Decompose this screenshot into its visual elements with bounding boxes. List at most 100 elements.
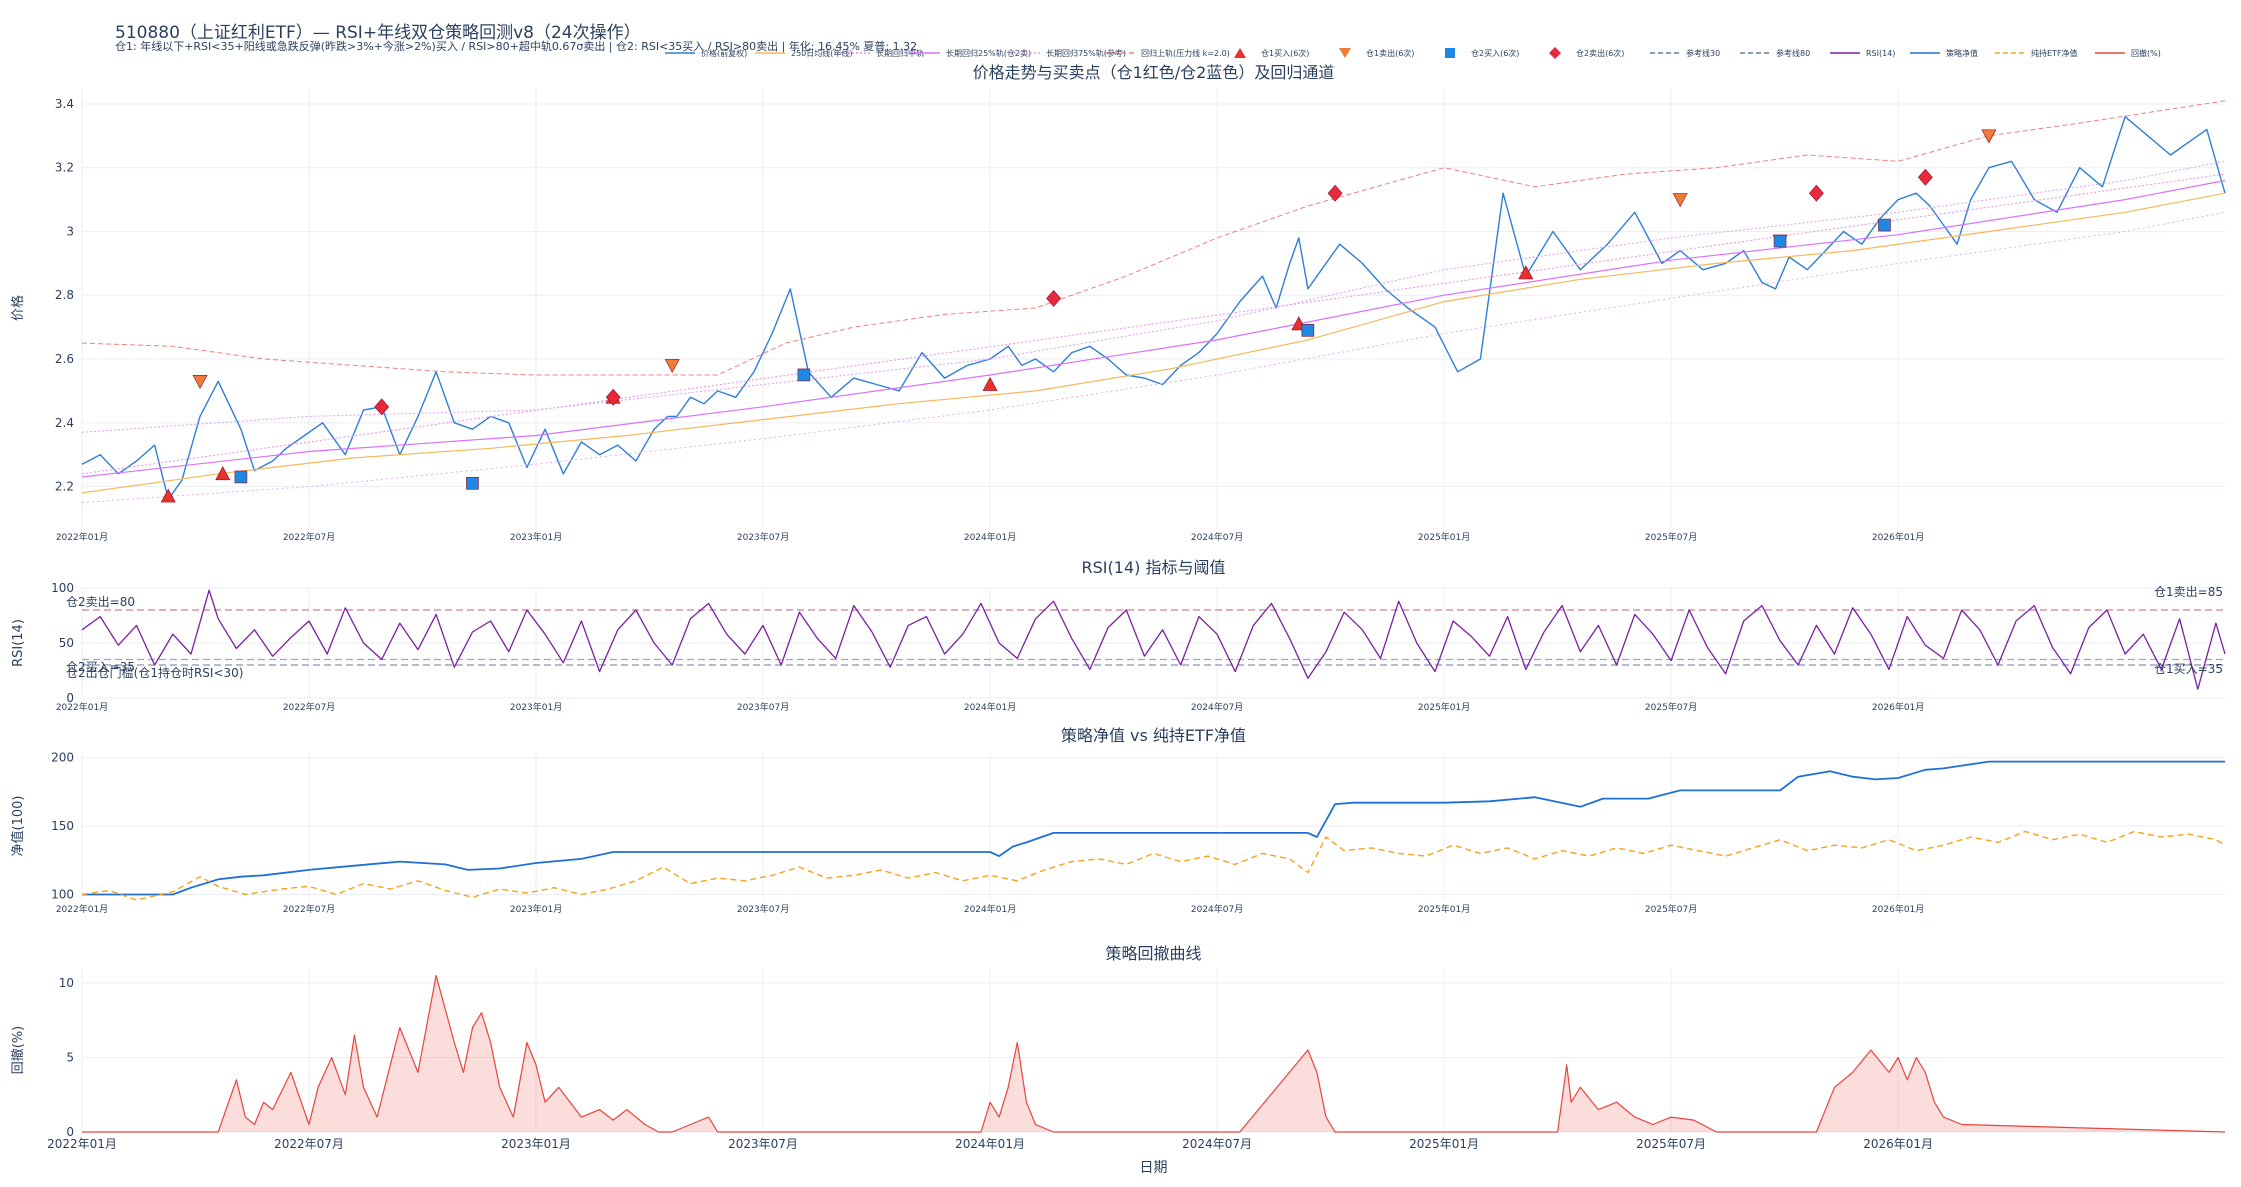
- legend-item[interactable]: 回撤(%): [2095, 45, 2161, 61]
- legend-item[interactable]: 长期回归75%轨(参考): [1010, 45, 1126, 61]
- series-line: [81, 115, 2226, 500]
- x-tick-label: 2024年01月: [964, 531, 1016, 543]
- legend-label: 回撤(%): [2131, 48, 2161, 58]
- panel-2: RSI(14) 指标与阈值 0 50 100 2022年01月 2022年07月 2023年…: [11, 558, 2226, 713]
- annotation: 仓2卖出=80: [66, 595, 135, 609]
- legend-item[interactable]: 长期回归25%轨(仓2卖): [910, 45, 1031, 61]
- trade-marker: [1046, 289, 1062, 307]
- y-axis-label: RSI(14): [11, 619, 26, 667]
- y-axis-label: 回撤(%): [10, 1026, 26, 1075]
- trade-marker: [1672, 193, 1688, 208]
- x-tick-label: 2022年07月: [283, 903, 335, 915]
- y-tick-label: 200: [51, 750, 74, 764]
- x-tick-label: 2022年01月: [56, 701, 108, 713]
- legend-item[interactable]: 250日均线(年线): [755, 45, 853, 61]
- y-tick-label: 2.4: [55, 416, 74, 430]
- trade-marker: [234, 470, 248, 484]
- series-line: [81, 589, 2226, 690]
- legend-swatch-icon: [1650, 52, 1680, 54]
- x-tick-label: 2026年01月: [1872, 701, 1924, 713]
- legend-item[interactable]: 长期回归中轨: [840, 45, 924, 61]
- x-tick-label: 2022年07月: [274, 1137, 344, 1151]
- trade-marker: [982, 376, 998, 391]
- y-tick-label: 2.2: [55, 480, 74, 494]
- legend-item[interactable]: 仓1卖出(6次): [1330, 45, 1414, 61]
- chart-subtitle: 仓1: 年线以下+RSI<35+阳线或急跌反弹(昨跌>3%+今涨>2%)买入 /…: [115, 40, 918, 53]
- legend-item[interactable]: 回归上轨(压力线 k=2.0): [1105, 45, 1230, 61]
- y-tick-label: 3: [66, 224, 74, 238]
- x-tick-label: 2025年07月: [1645, 903, 1697, 915]
- trade-marker: [1327, 184, 1343, 202]
- legend-item[interactable]: 参考线80: [1740, 45, 1810, 61]
- y-tick-label: 150: [51, 819, 74, 833]
- y-tick-label: 100: [51, 888, 74, 902]
- legend-label: 仓1卖出(6次): [1366, 48, 1415, 58]
- legend-label: 参考线30: [1686, 48, 1721, 58]
- trade-marker: [466, 477, 479, 490]
- drawdown-area: [82, 975, 2225, 1132]
- legend-label: 价格(前复权): [701, 48, 748, 58]
- legend-item[interactable]: 策略净值: [1910, 45, 1978, 61]
- x-tick-label: 2024年01月: [964, 701, 1016, 713]
- trade-marker: [797, 368, 811, 382]
- panel-title: 策略回撤曲线: [1105, 944, 1201, 963]
- series-line: [81, 192, 2226, 494]
- annotation: 仓1买入=35: [2154, 662, 2223, 676]
- x-tick-label: 2023年01月: [501, 1137, 571, 1151]
- legend-item[interactable]: 纯持ETF净值: [1995, 45, 2078, 61]
- y-tick-label: 2.6: [55, 352, 74, 366]
- legend-item[interactable]: 仓2卖出(6次): [1540, 45, 1624, 61]
- annotation: 仓1卖出=85: [2154, 585, 2223, 599]
- x-tick-label: 2025年01月: [1418, 701, 1470, 713]
- x-tick-label: 2024年01月: [964, 903, 1016, 915]
- series-line: [81, 179, 2226, 478]
- trade-marker: [1878, 218, 1891, 232]
- legend-label: 仓1买入(6次): [1261, 48, 1310, 58]
- legend-swatch-icon: [1740, 52, 1770, 54]
- trade-marker: [1808, 184, 1824, 202]
- chart-title: 510880（上证红利ETF）— RSI+年线双仓策略回测v8（24次操作）: [115, 23, 641, 43]
- series-line: [82, 760, 2225, 896]
- legend-item[interactable]: 仓1买入(6次): [1225, 45, 1309, 61]
- x-tick-label: 2023年07月: [737, 701, 789, 713]
- legend-swatch-icon: [1830, 52, 1860, 54]
- x-tick-label: 2022年01月: [47, 1137, 117, 1151]
- legend-swatch-icon: [910, 52, 940, 54]
- legend-swatch-icon: [1105, 52, 1135, 54]
- x-tick-label: 2024年07月: [1182, 1137, 1252, 1151]
- y-tick-label: 3.2: [55, 161, 74, 175]
- legend-swatch-icon: [1995, 52, 2025, 54]
- x-tick-label: 2023年01月: [510, 701, 562, 713]
- legend-label: 仓2卖出(6次): [1576, 48, 1625, 58]
- legend-label: 纯持ETF净值: [2031, 48, 2078, 58]
- trade-marker: [1773, 234, 1787, 248]
- y-tick-label: 0: [66, 1125, 74, 1139]
- legend-item[interactable]: 价格(前复权): [665, 45, 747, 61]
- legend-item[interactable]: 仓2买入(6次): [1435, 45, 1519, 61]
- x-tick-label: 2022年01月: [56, 903, 108, 915]
- panel-title: 价格走势与买卖点（仓1红色/仓2蓝色）及回归通道: [973, 63, 1335, 82]
- panel-3: 策略净值 vs 纯持ETF净值 100 150 200 2022年01月 2022年07月…: [10, 726, 2226, 915]
- legend-swatch-icon: [1234, 48, 1246, 58]
- trade-marker: [374, 398, 390, 416]
- trade-marker: [160, 488, 176, 503]
- y-axis-label: 价格: [10, 295, 26, 321]
- x-tick-label: 2022年07月: [283, 701, 335, 713]
- legend-item[interactable]: 参考线30: [1650, 45, 1720, 61]
- x-tick-label: 2023年07月: [728, 1137, 798, 1151]
- y-axis-label: 净值(100): [10, 796, 26, 857]
- legend-label: RSI(14): [1866, 48, 1896, 58]
- x-tick-label: 2025年07月: [1645, 531, 1697, 543]
- legend-label: 长期回归75%轨(参考): [1046, 48, 1127, 58]
- series-line: [81, 211, 2226, 503]
- x-tick-label: 2025年07月: [1645, 701, 1697, 713]
- x-tick-label: 2023年01月: [510, 531, 562, 543]
- x-tick-label: 2025年07月: [1636, 1137, 1706, 1151]
- x-tick-label: 2025年01月: [1418, 531, 1470, 543]
- legend-swatch-icon: [840, 52, 870, 54]
- x-tick-label: 2024年07月: [1191, 903, 1243, 915]
- legend-label: 仓2买入(6次): [1471, 48, 1520, 58]
- legend-item[interactable]: RSI(14): [1830, 45, 1895, 61]
- y-tick-label: 100: [51, 581, 74, 595]
- trade-marker: [664, 359, 680, 374]
